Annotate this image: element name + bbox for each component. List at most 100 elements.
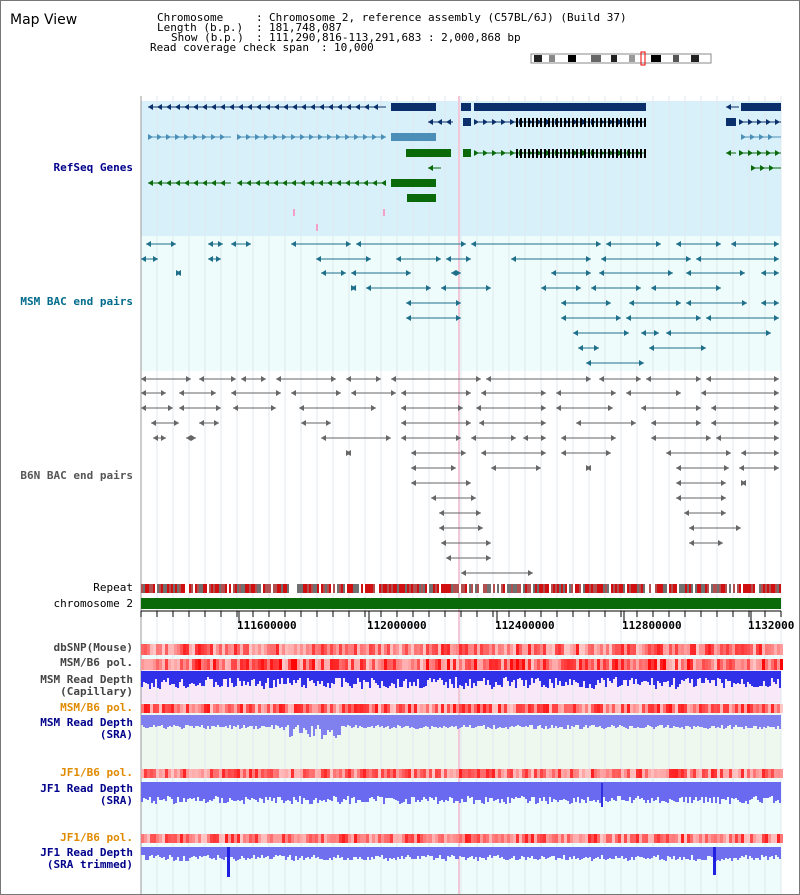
heatmap-cell xyxy=(366,659,369,670)
heatmap-cell xyxy=(261,769,264,778)
depth-bar xyxy=(517,715,519,725)
depth-bar xyxy=(457,847,459,859)
heatmap-cell xyxy=(165,644,168,655)
track-label-refseq-genes[interactable]: RefSeq Genes xyxy=(53,161,133,174)
bac-end xyxy=(478,525,483,531)
gene-exon-block xyxy=(474,103,646,111)
repeat-block xyxy=(759,584,761,593)
heatmap-cell xyxy=(297,704,300,713)
heatmap-cell xyxy=(216,659,219,670)
heatmap-cell xyxy=(273,644,276,655)
bac-end xyxy=(689,525,694,531)
heatmap-cell xyxy=(726,644,729,655)
track-label-jf1-pol-2[interactable]: JF1/B6 pol. xyxy=(60,831,133,844)
repeat-block xyxy=(355,584,357,593)
depth-bar xyxy=(161,847,163,858)
track-label-msm-pol-2[interactable]: MSM/B6 pol. xyxy=(60,701,133,714)
depth-bar xyxy=(637,671,639,684)
bac-end xyxy=(211,390,216,396)
depth-bar xyxy=(305,847,307,858)
gene-arrow xyxy=(739,150,744,156)
heatmap-cell xyxy=(438,644,441,655)
depth-bar xyxy=(559,847,561,858)
gene-exon xyxy=(540,149,542,158)
depth-bar xyxy=(481,715,483,726)
depth-bar xyxy=(177,715,179,726)
repeat-block xyxy=(663,584,665,593)
heatmap-cell xyxy=(504,834,507,843)
heatmap-cell xyxy=(321,644,324,655)
heatmap-cell xyxy=(234,644,237,655)
track-label-jf1-depth-sra[interactable]: JF1 Read Depth (SRA) xyxy=(40,782,133,807)
track-label-msm-depth-sra[interactable]: MSM Read Depth (SRA) xyxy=(40,716,133,741)
heatmap-cell xyxy=(342,769,345,778)
track-label-jf1-pol[interactable]: JF1/B6 pol. xyxy=(60,766,133,779)
track-label-msm-depth-capillary[interactable]: MSM Read Depth (Capillary) xyxy=(40,673,133,698)
heatmap-cell xyxy=(726,769,729,778)
heatmap-cell xyxy=(195,769,198,778)
depth-bar xyxy=(639,782,641,799)
depth-bar xyxy=(517,782,519,798)
heatmap-cell xyxy=(591,834,594,843)
gene-arrow xyxy=(373,104,378,110)
depth-bar xyxy=(389,782,391,798)
depth-bar xyxy=(285,671,287,684)
heatmap-cell xyxy=(264,834,267,843)
heatmap-cell xyxy=(540,834,543,843)
depth-bar xyxy=(349,715,351,726)
track-label-jf1-depth-trimmed[interactable]: JF1 Read Depth (SRA trimmed) xyxy=(40,846,133,871)
gene-arrow xyxy=(775,150,780,156)
depth-bar xyxy=(345,782,347,800)
depth-bar xyxy=(265,671,267,683)
heatmap-cell xyxy=(342,644,345,655)
heatmap-cell xyxy=(324,704,327,713)
track-label-msm-pol[interactable]: MSM/B6 pol. xyxy=(60,656,133,669)
heatmap-cell xyxy=(744,644,747,655)
repeat-block xyxy=(157,584,159,593)
repeat-block xyxy=(771,584,773,593)
bac-end xyxy=(406,270,411,276)
track-label-b6n-bac[interactable]: B6N BAC end pairs xyxy=(20,469,133,482)
depth-bar xyxy=(193,782,195,798)
heatmap-cell xyxy=(363,769,366,778)
depth-bar xyxy=(523,715,525,727)
depth-bar xyxy=(395,715,397,728)
bac-end xyxy=(676,480,681,486)
depth-bar xyxy=(543,782,545,797)
depth-bar xyxy=(313,847,315,855)
repeat-block xyxy=(685,584,687,593)
repeat-block xyxy=(747,584,749,593)
track-label-dbsnp[interactable]: dbSNP(Mouse) xyxy=(53,641,133,654)
repeat-block xyxy=(145,584,147,593)
depth-bar xyxy=(661,782,663,801)
depth-bar xyxy=(515,847,517,860)
depth-bar xyxy=(157,671,159,688)
depth-bar xyxy=(775,715,777,729)
repeat-block xyxy=(711,584,713,593)
gene-arrow xyxy=(264,180,269,186)
heatmap-cell xyxy=(429,769,432,778)
repeat-block xyxy=(445,584,447,593)
heatmap-cell xyxy=(612,834,615,843)
depth-bar xyxy=(721,782,723,799)
heatmap-cell xyxy=(741,644,744,655)
heatmap-cell xyxy=(591,644,594,655)
heatmap-cell xyxy=(546,704,549,713)
heatmap-cell xyxy=(303,644,306,655)
depth-bar xyxy=(377,847,379,856)
depth-bar xyxy=(695,671,697,686)
depth-bar xyxy=(181,715,183,729)
heatmap-cell xyxy=(405,834,408,843)
depth-bar xyxy=(615,782,617,801)
track-label-msm-bac[interactable]: MSM BAC end pairs xyxy=(20,295,133,308)
heatmap-cell xyxy=(639,659,642,670)
heatmap-cell xyxy=(534,659,537,670)
depth-bar xyxy=(295,671,297,683)
heatmap-cell xyxy=(765,704,768,713)
gene-arrow xyxy=(247,104,252,110)
depth-bar xyxy=(423,715,425,727)
depth-bar xyxy=(693,715,695,726)
depth-bar xyxy=(141,782,143,802)
repeat-block xyxy=(163,584,165,593)
